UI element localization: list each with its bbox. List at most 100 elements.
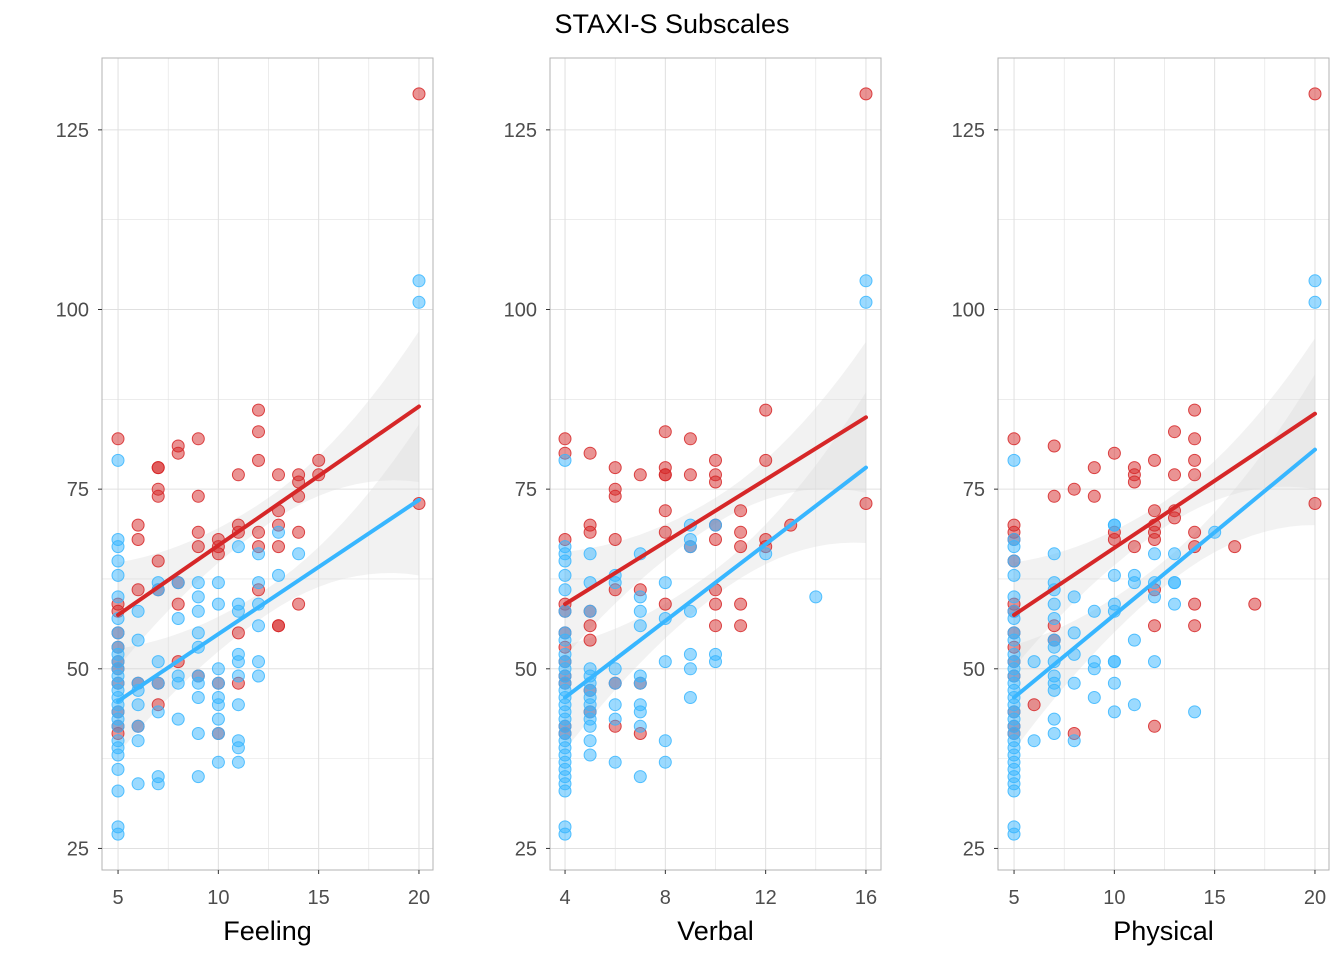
data-point [171, 576, 185, 590]
data-point [211, 662, 225, 676]
y-tick-label: 100 [56, 300, 89, 322]
data-point [151, 655, 165, 669]
data-point [111, 590, 125, 604]
data-point [1007, 453, 1021, 467]
data-point [231, 741, 245, 755]
data-point [231, 755, 245, 769]
data-point [1308, 497, 1322, 510]
data-point [658, 504, 672, 518]
data-point [252, 576, 265, 590]
data-point [658, 525, 672, 539]
x-tick-label: 15 [1204, 887, 1226, 909]
data-point [608, 489, 622, 503]
y-tick-label: 50 [515, 659, 537, 681]
data-point [709, 453, 722, 467]
data-point [191, 676, 205, 690]
data-point [131, 604, 145, 618]
gridlines [102, 58, 433, 870]
y-tick-label: 75 [515, 479, 537, 501]
data-point [211, 727, 225, 740]
data-point [859, 295, 873, 309]
data-point [558, 568, 572, 582]
data-point [633, 719, 647, 733]
data-point [111, 554, 125, 568]
data-point [131, 583, 145, 597]
data-point [211, 676, 225, 690]
data-point [231, 604, 245, 618]
data-point [131, 533, 145, 546]
data-point [111, 626, 125, 640]
data-point [231, 669, 245, 683]
data-point [683, 540, 697, 554]
data-point [111, 762, 125, 776]
data-point [1127, 540, 1141, 554]
data-point [709, 619, 722, 633]
x-tick-label: 10 [207, 887, 229, 909]
y-tick-label: 25 [67, 838, 89, 860]
data-point [734, 540, 748, 554]
data-point [1148, 655, 1161, 669]
data-point [734, 525, 748, 539]
y-tick-label: 50 [67, 659, 89, 681]
confidence-ribbon-2 [1014, 374, 1315, 750]
data-point [191, 770, 205, 784]
x-tick-label: 4 [559, 887, 570, 909]
y-tick-label: 25 [515, 838, 537, 860]
data-point [1148, 590, 1161, 604]
data-point [1007, 554, 1021, 568]
x-tick-label: 20 [1304, 887, 1326, 909]
data-point [1308, 295, 1322, 309]
data-point [658, 734, 672, 748]
data-point [1168, 547, 1181, 561]
data-point [1228, 540, 1242, 554]
data-point [292, 525, 306, 539]
x-tick-label: 16 [855, 887, 877, 909]
data-point [111, 540, 125, 554]
data-point [191, 691, 205, 704]
data-point [211, 712, 225, 726]
data-point [633, 604, 647, 618]
data-point [191, 604, 205, 618]
data-point [231, 468, 245, 482]
data-point [558, 633, 572, 647]
y-tick-label: 125 [952, 120, 985, 142]
x-tick-label: 5 [112, 887, 123, 909]
data-point [709, 518, 722, 532]
series-2-points [558, 274, 873, 841]
data-point [1107, 446, 1121, 460]
data-point [1067, 590, 1081, 604]
data-point [859, 87, 873, 101]
data-point [683, 647, 697, 661]
data-point [1087, 461, 1101, 475]
data-point [633, 590, 647, 604]
data-point [292, 597, 306, 611]
data-point [709, 597, 722, 611]
x-tick-label: 15 [308, 887, 330, 909]
data-point [1168, 576, 1181, 590]
data-point [191, 525, 205, 539]
data-point [1188, 619, 1202, 633]
data-point [1188, 705, 1202, 719]
data-point [191, 626, 205, 640]
data-point [1087, 489, 1101, 503]
data-point [1047, 439, 1061, 453]
data-point [252, 453, 265, 467]
y-tick-label: 50 [963, 659, 985, 681]
data-point [1007, 633, 1021, 647]
data-point [252, 403, 265, 417]
data-point [171, 446, 185, 460]
data-point [131, 719, 145, 733]
data-point [191, 727, 205, 740]
data-point [171, 597, 185, 611]
data-point [608, 576, 622, 590]
fit-line-1 [563, 415, 868, 607]
data-point [658, 755, 672, 769]
fit-line-2 [563, 465, 868, 700]
panel-frame [997, 57, 1330, 871]
data-point [1127, 633, 1141, 647]
data-point [1067, 676, 1081, 690]
data-point [608, 755, 622, 769]
data-point [1027, 734, 1041, 748]
data-point [252, 525, 265, 539]
